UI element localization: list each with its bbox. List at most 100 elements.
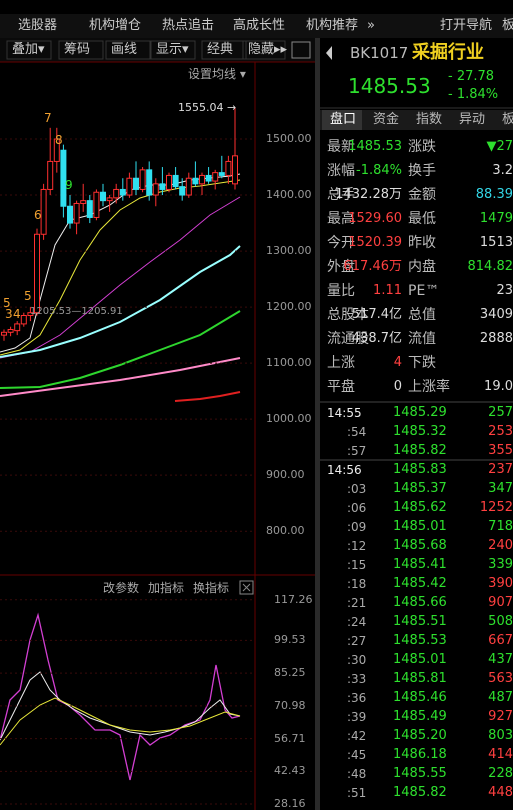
- stat-label: 内盘: [408, 259, 436, 275]
- candle-body: [93, 191, 100, 218]
- ma-line: [174, 391, 241, 402]
- trade-time: :57: [347, 444, 367, 458]
- panel-tab-bar: [320, 110, 513, 130]
- trade-price: 1485.81: [393, 671, 447, 686]
- trade-price: 1485.01: [393, 519, 447, 534]
- stat-label: 下跌: [408, 355, 436, 371]
- active-tab: [322, 110, 362, 130]
- toolbar-button[interactable]: 筹码: [64, 42, 91, 57]
- stat-label: 涨幅: [327, 163, 355, 179]
- y-tick-label: 1200.00: [266, 300, 312, 314]
- candle-annotation: 6: [34, 208, 42, 222]
- stat-value: 1432.28万: [335, 187, 402, 202]
- back-arrow[interactable]: [326, 46, 332, 60]
- trade-volume: 448: [488, 785, 513, 800]
- stat-label: 昨收: [408, 235, 436, 251]
- trade-volume: 487: [488, 690, 513, 705]
- panel-tab[interactable]: 异动: [459, 112, 486, 127]
- panel-tab[interactable]: 盘口: [330, 112, 357, 127]
- stat-value: 617.46万: [343, 259, 403, 274]
- top-tab[interactable]: 机构增仓: [89, 18, 142, 33]
- toolbar-button-frame: [6, 40, 52, 60]
- trade-price: 1486.18: [393, 747, 447, 762]
- trade-time: :54: [347, 425, 367, 439]
- trade-price: 1485.51: [393, 614, 447, 629]
- top-tab[interactable]: 机构推荐: [306, 18, 359, 33]
- indicator-button[interactable]: 换指标: [193, 581, 230, 595]
- trade-time: :33: [347, 672, 367, 686]
- trade-time: :30: [347, 653, 367, 667]
- ma-setting[interactable]: 设置均线 ▾: [188, 67, 246, 81]
- panel-tab[interactable]: 板: [502, 112, 513, 127]
- close-icon[interactable]: [239, 580, 254, 595]
- top-tab[interactable]: 高成长性: [233, 18, 286, 33]
- top-tab[interactable]: 选股器: [18, 18, 58, 33]
- trade-volume: 237: [488, 462, 513, 477]
- y-tick-label: 1500.00: [266, 132, 312, 146]
- candle-body: [113, 188, 120, 199]
- y-tick-label: 1000.00: [266, 412, 312, 426]
- candle-body: [212, 172, 219, 182]
- toolbar-button[interactable]: 叠加▾: [12, 42, 45, 57]
- panel-tab[interactable]: 指数: [416, 112, 443, 127]
- candle-body: [67, 205, 73, 224]
- stat-label: 流值: [408, 331, 436, 347]
- trade-price: 1485.62: [393, 500, 447, 515]
- candle-body: [106, 197, 113, 202]
- indicator-line: [0, 697, 241, 746]
- toolbar-button[interactable]: 隐藏▸▸: [248, 42, 288, 57]
- toolbar-button-frame: [242, 40, 286, 60]
- stat-value: 814.82: [467, 259, 513, 274]
- top-tab[interactable]: 热点追击: [162, 18, 215, 33]
- last-price: 1485.53: [348, 74, 431, 98]
- trade-price: 1485.41: [393, 557, 447, 572]
- close-icon-x: [242, 583, 251, 592]
- stat-value: 1479: [479, 211, 513, 226]
- y-tick-label: 56.71: [274, 731, 306, 745]
- trade-volume: 414: [488, 747, 513, 762]
- trade-price: 1485.82: [393, 443, 447, 458]
- candle-body: [166, 174, 172, 190]
- indicator-button[interactable]: 加指标: [148, 581, 185, 595]
- y-tick-label: 42.43: [274, 764, 306, 778]
- ma-line: [0, 245, 241, 358]
- toolbar-button[interactable]: 显示▾: [156, 42, 189, 57]
- trade-time: :06: [347, 501, 367, 515]
- trade-time: 14:55: [327, 406, 362, 420]
- stat-value: 1513: [479, 235, 513, 250]
- trade-price: 1485.01: [393, 652, 447, 667]
- trade-time: :42: [347, 729, 367, 743]
- stat-value: -1.84%: [356, 163, 402, 178]
- y-tick-label: 800.00: [266, 524, 305, 538]
- indicator-button[interactable]: 改参数: [103, 581, 140, 595]
- stat-label: 今开: [327, 235, 355, 251]
- toolbar-button-frame: [150, 40, 196, 60]
- stat-label: 换手: [408, 163, 436, 179]
- top-tab[interactable]: »: [367, 18, 375, 33]
- trade-price: 1485.42: [393, 576, 447, 591]
- toolbar-button[interactable]: 经典: [207, 42, 234, 57]
- candle-body: [232, 155, 238, 185]
- toolbar-button[interactable]: 画线: [111, 42, 138, 57]
- candle-annotation: 4: [13, 307, 21, 321]
- top-tab[interactable]: 板: [502, 18, 513, 33]
- trade-time: :15: [347, 558, 367, 572]
- panel-tab[interactable]: 资金: [373, 112, 400, 127]
- stat-label: 总股本: [327, 307, 369, 323]
- fullscreen-icon[interactable]: [291, 41, 311, 59]
- candle-body: [139, 169, 146, 190]
- top-tab[interactable]: 打开导航: [440, 18, 493, 33]
- trade-volume: 1252: [479, 500, 513, 515]
- stat-value: 19.0: [484, 379, 513, 394]
- ma-line: [0, 310, 241, 389]
- trade-time: :48: [347, 767, 367, 781]
- trade-volume: 253: [488, 424, 513, 439]
- trade-price: 1485.49: [393, 709, 447, 724]
- trade-volume: 927: [488, 709, 513, 724]
- trade-volume: 240: [488, 538, 513, 553]
- trade-volume: 803: [488, 728, 513, 743]
- candle-body: [205, 174, 212, 182]
- trade-time: :12: [347, 539, 367, 553]
- stat-label: 流通股: [327, 331, 369, 347]
